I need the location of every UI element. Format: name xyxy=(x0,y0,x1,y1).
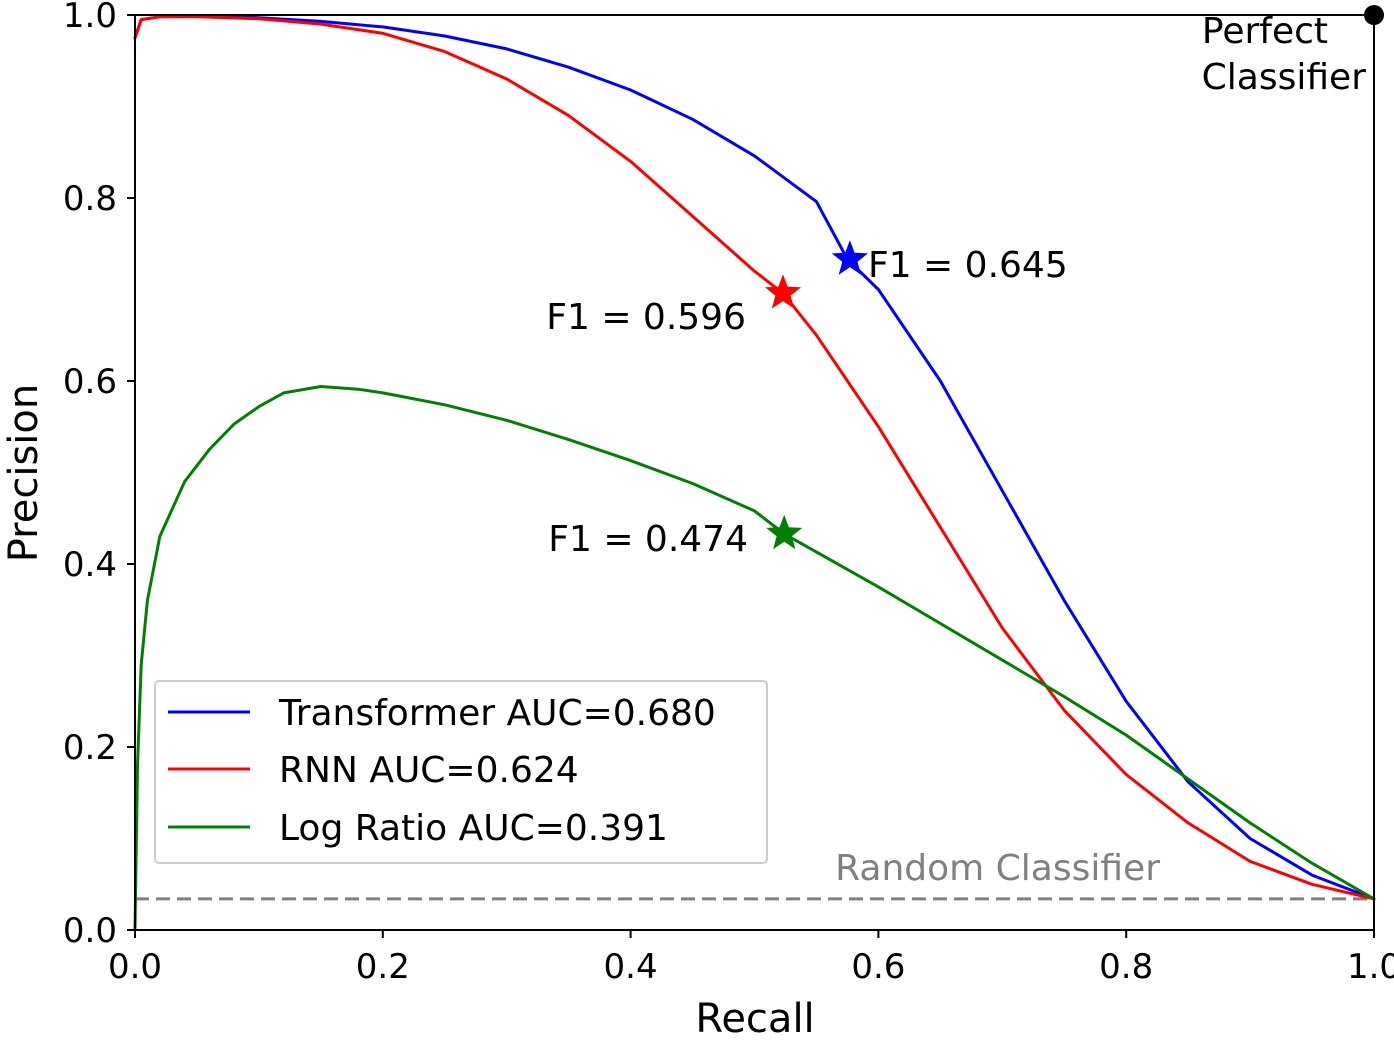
y-tick-label: 0.4 xyxy=(63,545,117,585)
f1-star-marker-transformer xyxy=(831,240,868,275)
x-tick-label: 0.2 xyxy=(356,947,410,987)
legend-entry-rnn: RNN AUC=0.624 xyxy=(279,750,579,791)
legend-box xyxy=(154,680,768,864)
y-tick-label: 0.0 xyxy=(63,911,117,951)
x-axis-label: Recall xyxy=(695,996,814,1041)
legend: Transformer AUC=0.680 RNN AUC=0.624 Log … xyxy=(154,680,768,864)
f1-label-logratio: F1 = 0.474 xyxy=(548,519,748,560)
random-classifier-label: Random Classifier xyxy=(835,848,1160,889)
f1-star-marker-rnn xyxy=(764,274,802,309)
x-tick-label: 1.0 xyxy=(1347,947,1394,987)
x-tick-label: 0.4 xyxy=(604,947,658,987)
series-line-rnn xyxy=(133,15,1376,901)
perfect-classifier-label-line2: Classifier xyxy=(1202,57,1367,98)
x-tick-label: 0.0 xyxy=(108,947,162,987)
series-line-logratio xyxy=(133,385,1376,932)
legend-entry-transformer: Transformer AUC=0.680 xyxy=(278,693,716,734)
y-tick-label: 0.2 xyxy=(63,728,117,768)
axes-frame xyxy=(134,14,1375,931)
y-axis-label: Precision xyxy=(1,384,47,562)
plot-area: 0.0 0.2 0.4 0.6 0.8 1.0 0.0 0.2 0.4 0.6 0.8 1.0 xyxy=(63,0,1394,987)
f1-label-rnn: F1 = 0.596 xyxy=(546,297,746,338)
x-tick-label: 0.8 xyxy=(1099,947,1153,987)
y-tick-label: 0.6 xyxy=(63,362,117,402)
perfect-classifier-label-line1: Perfect xyxy=(1202,11,1328,52)
legend-entry-logratio: Log Ratio AUC=0.391 xyxy=(279,808,668,849)
f1-label-transformer: F1 = 0.645 xyxy=(868,245,1068,286)
x-tick-label: 0.6 xyxy=(851,947,905,987)
y-tick-label: 1.0 xyxy=(63,0,117,36)
f1-star-marker-logratio xyxy=(766,514,803,550)
y-tick-label: 0.8 xyxy=(63,179,117,219)
